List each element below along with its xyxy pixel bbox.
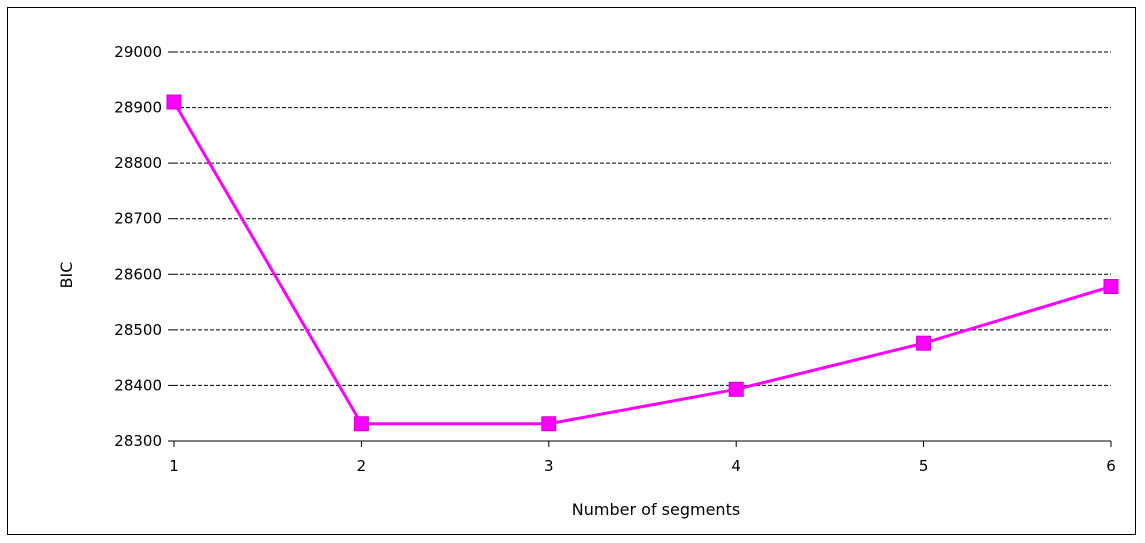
x-axis-ticks: 1 2 3 4 5 6 (169, 441, 1116, 475)
y-tick-label: 28300 (114, 432, 162, 450)
x-tick-label: 1 (169, 457, 179, 475)
y-tick-label: 28600 (114, 265, 162, 283)
gridlines (174, 51, 1111, 386)
y-tick-label: 28400 (114, 376, 162, 394)
y-tick-label: 28500 (114, 321, 162, 339)
data-point (166, 94, 182, 110)
y-axis-title: BIC (57, 262, 76, 289)
y-tick-label: 29000 (114, 43, 162, 61)
x-tick-label: 2 (357, 457, 367, 475)
data-point (353, 416, 369, 432)
series-line (172, 101, 1112, 426)
y-axis-ticks: 28300 28400 28500 28600 28700 28800 28900 29000 (114, 43, 174, 450)
data-point (728, 381, 744, 397)
y-tick-label: 28700 (114, 210, 162, 228)
data-point (916, 335, 932, 351)
y-tick-label: 28800 (114, 154, 162, 172)
x-tick-label: 3 (544, 457, 554, 475)
chart-frame (7, 7, 1136, 535)
y-tick-label: 28900 (114, 99, 162, 117)
x-tick-label: 5 (919, 457, 929, 475)
data-point (1103, 279, 1119, 295)
data-point (541, 416, 557, 432)
x-tick-label: 4 (731, 457, 741, 475)
x-tick-label: 6 (1106, 457, 1116, 475)
series-layer (166, 94, 1119, 432)
x-axis-title: Number of segments (572, 500, 740, 519)
